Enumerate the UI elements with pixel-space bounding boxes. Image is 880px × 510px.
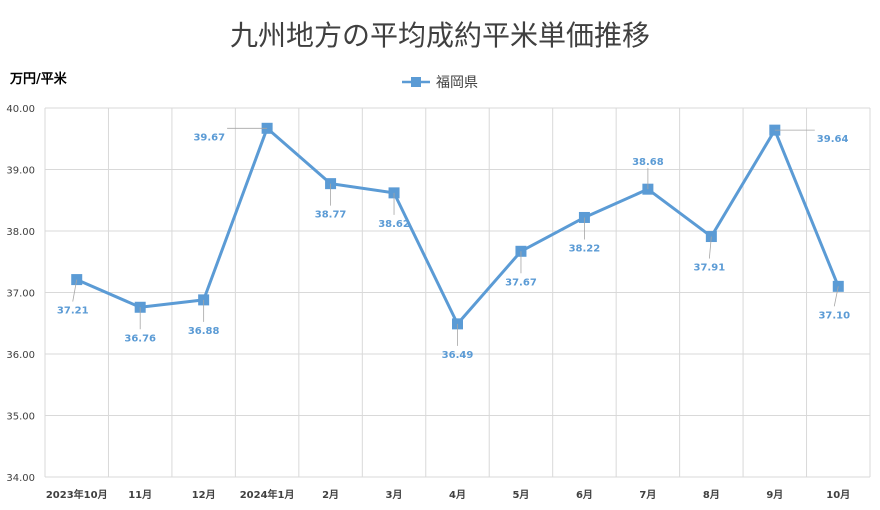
x-tick-label: 2024年1月: [240, 488, 295, 501]
y-tick-label: 35.00: [6, 412, 35, 423]
data-label-leader: [708, 236, 712, 259]
series-line: [76, 126, 840, 326]
x-tick-label: 3月: [386, 489, 403, 501]
data-label: 37.21: [57, 306, 89, 317]
x-tick-label: 8月: [703, 489, 720, 501]
x-tick-label: 4月: [449, 489, 466, 501]
data-label: 38.77: [315, 210, 347, 221]
data-label-leader: [72, 279, 78, 302]
legend-item: 福岡県: [402, 72, 478, 92]
data-label: 37.91: [694, 263, 726, 274]
data-point: [515, 245, 527, 257]
x-tick-label: 12月: [192, 489, 216, 501]
x-tick-label: 6月: [576, 489, 593, 501]
data-label: 36.49: [442, 350, 474, 361]
x-tick-label: 9月: [766, 489, 783, 501]
x-tick-label: 5月: [512, 489, 529, 501]
x-tick-label: 7月: [639, 489, 656, 501]
y-tick-label: 37.00: [6, 289, 35, 300]
data-label: 38.68: [632, 157, 664, 168]
data-label: 37.67: [505, 277, 537, 288]
legend-marker-icon: [402, 77, 430, 87]
y-axis-unit-label: 万円/平米: [10, 72, 67, 87]
legend-label: 福岡県: [436, 75, 478, 91]
data-label: 36.88: [188, 326, 220, 337]
x-tick-label: 11月: [128, 489, 152, 501]
x-tick-label: 10月: [826, 489, 850, 501]
y-tick-label: 38.00: [6, 227, 35, 238]
y-tick-label: 39.00: [6, 166, 35, 177]
data-label: 38.22: [569, 243, 601, 254]
data-label: 36.76: [124, 333, 156, 344]
data-label: 37.10: [818, 310, 850, 321]
y-tick-label: 36.00: [6, 350, 35, 361]
data-label-leader: [833, 286, 839, 307]
chart-title: 九州地方の平均成約平米単価推移: [229, 19, 650, 52]
x-tick-label: 2月: [322, 489, 339, 501]
x-tick-label: 2023年10月: [46, 488, 108, 501]
data-label: 39.64: [817, 134, 849, 145]
data-label: 39.67: [193, 132, 225, 143]
y-tick-label: 40.00: [6, 104, 35, 115]
data-label: 38.62: [378, 219, 410, 230]
legend: 福岡県: [0, 72, 880, 92]
y-tick-label: 34.00: [6, 473, 35, 484]
